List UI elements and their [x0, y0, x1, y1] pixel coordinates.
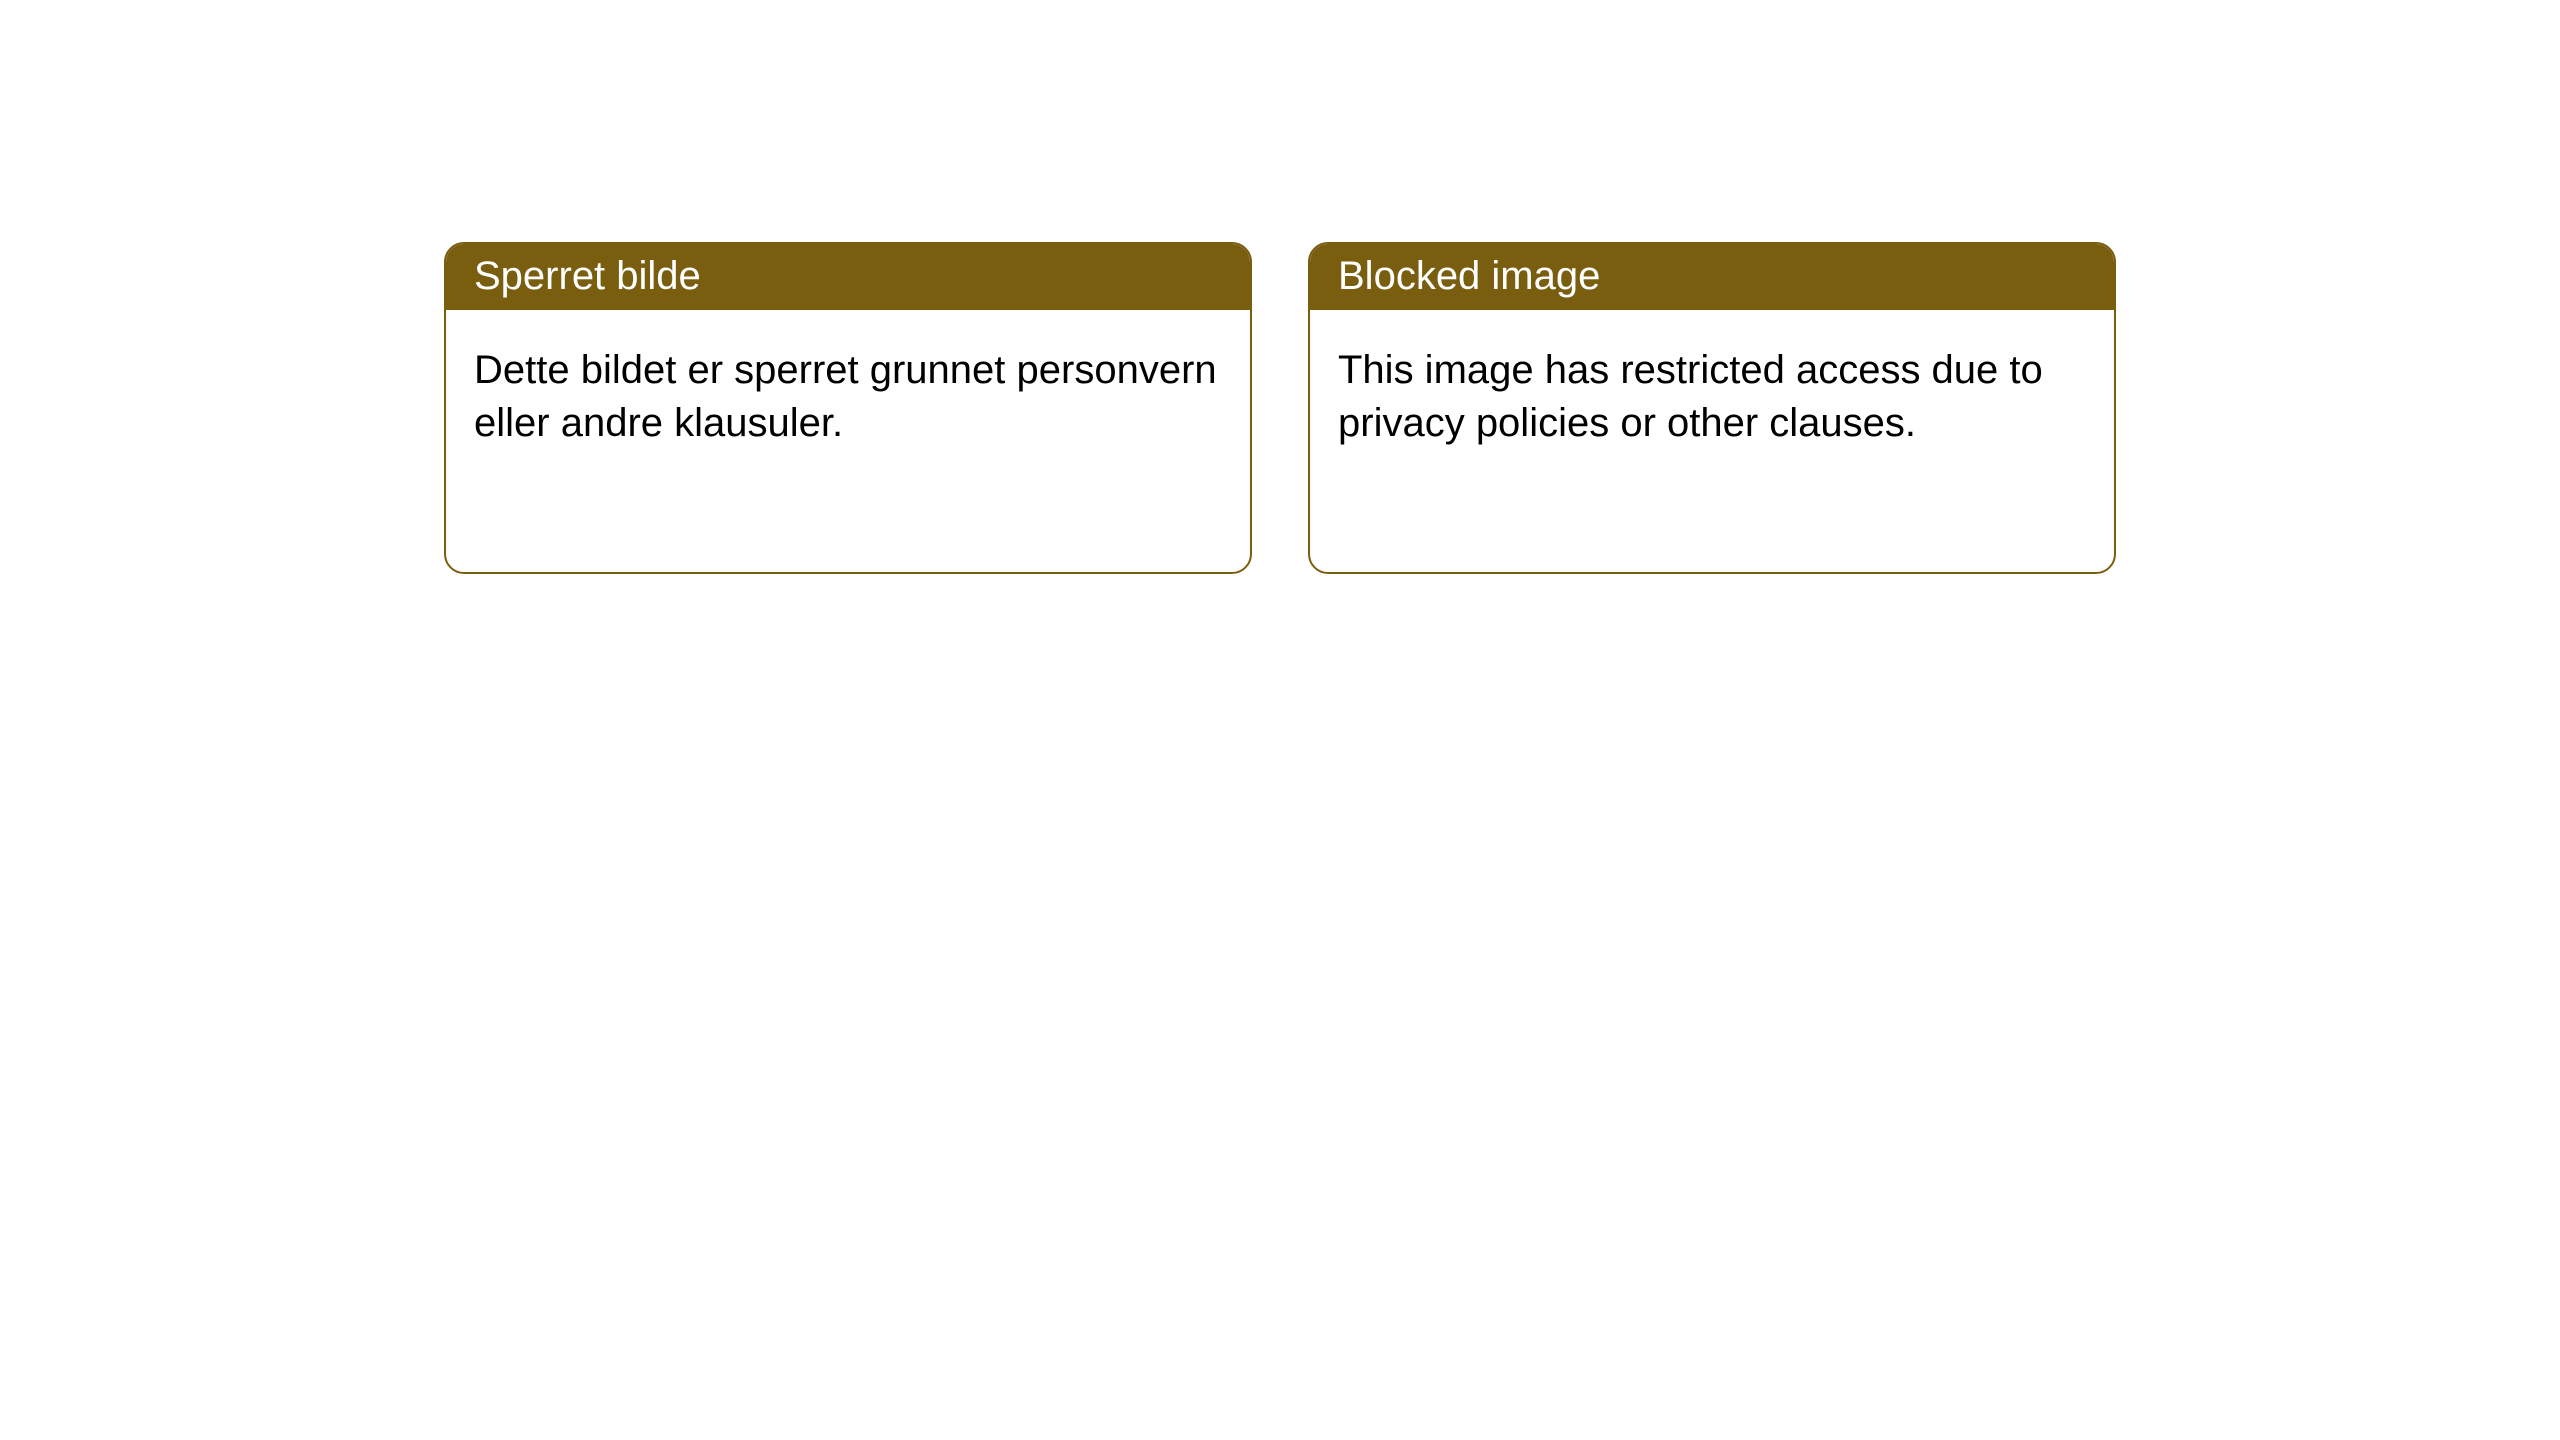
notice-card-title: Blocked image — [1310, 244, 2114, 310]
notice-card-body: Dette bildet er sperret grunnet personve… — [446, 310, 1250, 478]
notice-card-english: Blocked image This image has restricted … — [1308, 242, 2116, 574]
notice-container: Sperret bilde Dette bildet er sperret gr… — [0, 0, 2560, 574]
notice-card-norwegian: Sperret bilde Dette bildet er sperret gr… — [444, 242, 1252, 574]
notice-card-body: This image has restricted access due to … — [1310, 310, 2114, 478]
notice-card-title: Sperret bilde — [446, 244, 1250, 310]
